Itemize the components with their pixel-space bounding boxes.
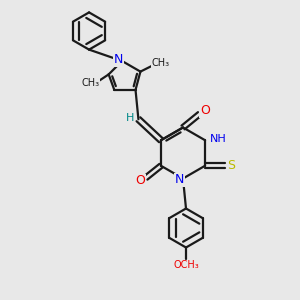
Text: OCH₃: OCH₃ [173, 260, 199, 271]
Text: S: S [227, 159, 235, 172]
Text: CH₃: CH₃ [152, 58, 170, 68]
Text: O: O [200, 104, 210, 118]
Text: CH₃: CH₃ [82, 78, 100, 88]
Text: O: O [136, 174, 146, 187]
Text: N: N [175, 173, 184, 187]
Text: H: H [126, 113, 134, 123]
Text: NH: NH [210, 134, 227, 144]
Text: N: N [114, 53, 123, 66]
